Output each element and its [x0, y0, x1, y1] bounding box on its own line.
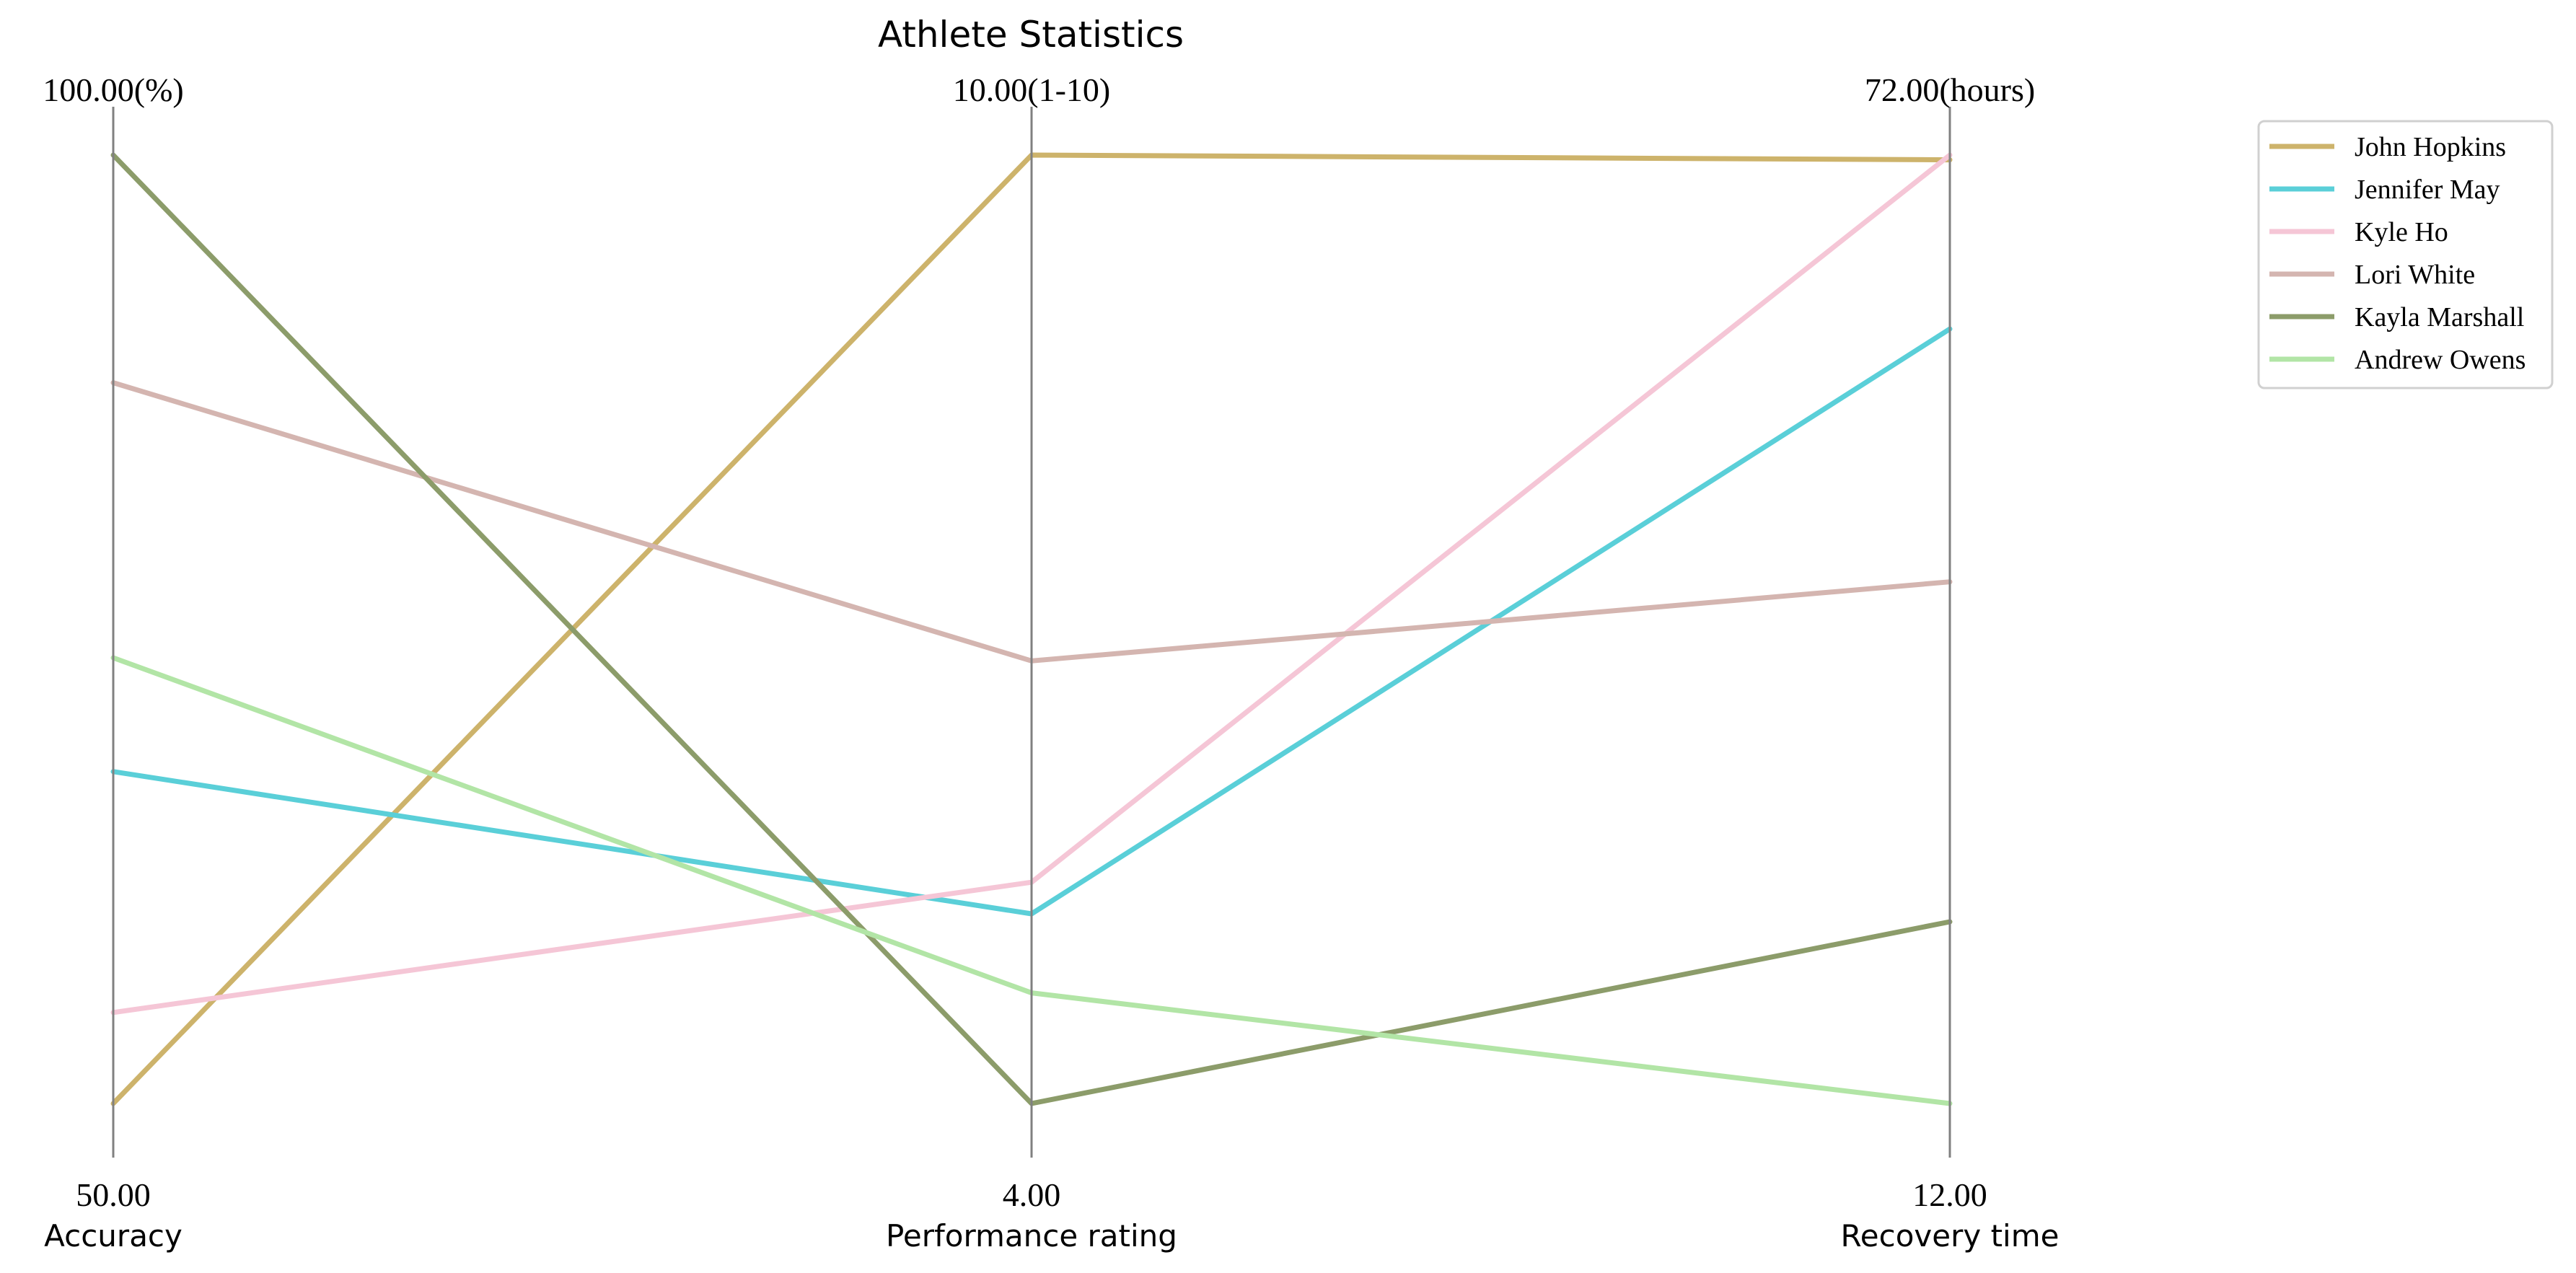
axis-max-label-performance-rating: 10.00(1-10)	[953, 71, 1110, 108]
legend-item-john-hopkins: John Hopkins	[2269, 132, 2506, 162]
axis-min-label-performance-rating: 4.00	[1003, 1176, 1061, 1213]
axes: 100.00(%) 50.00 Accuracy 10.00(1-10) 4.00 Per…	[43, 71, 2059, 1254]
legend-items: John Hopkins Jennifer May Kyle Ho Lori Whit…	[2269, 132, 2526, 375]
legend: John Hopkins Jennifer May Kyle Ho Lori Whit…	[2257, 120, 2554, 389]
legend-item-kayla-marshall: Kayla Marshall	[2269, 302, 2524, 332]
axis-max-label-recovery-time: 72.00(hours)	[1865, 71, 2035, 108]
axis-max-label-accuracy: 100.00(%)	[43, 71, 183, 108]
legend-label: Kyle Ho	[2355, 217, 2448, 247]
legend-item-kyle-ho: Kyle Ho	[2269, 217, 2448, 247]
axis-min-label-accuracy: 50.00	[76, 1176, 151, 1213]
legend-item-lori-white: Lori White	[2269, 260, 2475, 290]
axis-title-accuracy: Accuracy	[44, 1218, 183, 1254]
legend-label: Lori White	[2355, 260, 2475, 290]
legend-item-jennifer-may: Jennifer May	[2269, 175, 2500, 205]
axis-title-performance-rating: Performance rating	[886, 1218, 1177, 1254]
legend-item-andrew-owens: Andrew Owens	[2269, 345, 2526, 375]
axis-title-recovery-time: Recovery time	[1841, 1218, 2060, 1254]
legend-label: John Hopkins	[2355, 132, 2506, 162]
legend-label: Jennifer May	[2355, 175, 2500, 205]
legend-label: Andrew Owens	[2355, 345, 2526, 375]
chart-title: Athlete Statistics	[878, 14, 1184, 56]
axis-min-label-recovery-time: 12.00	[1912, 1176, 1987, 1213]
legend-label: Kayla Marshall	[2355, 302, 2524, 332]
